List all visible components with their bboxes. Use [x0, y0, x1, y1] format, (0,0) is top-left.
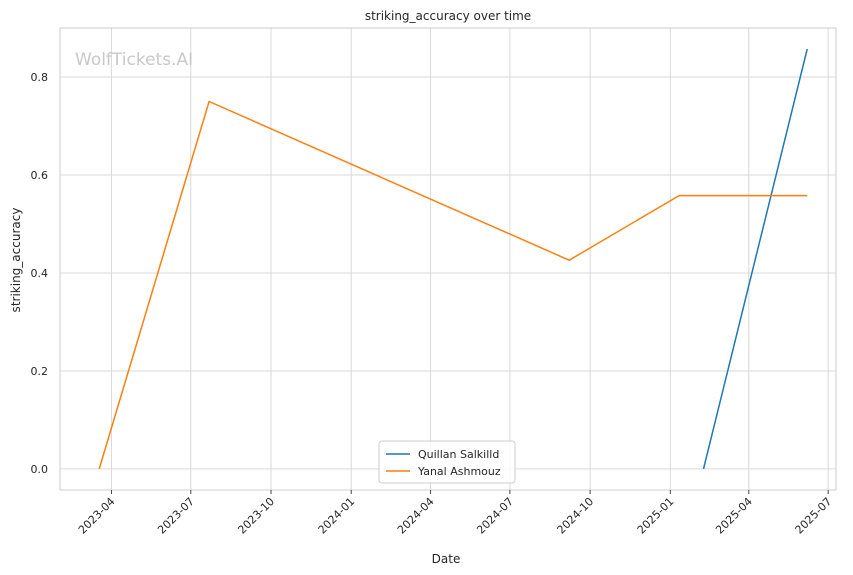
y-axis-label: striking_accuracy [9, 208, 23, 313]
plot-frame [59, 27, 837, 491]
x-axis-label: Date [432, 552, 461, 566]
series-line [98, 100, 808, 470]
y-tick-label: 0.0 [31, 463, 49, 476]
chart-title: striking_accuracy over time [365, 9, 531, 23]
grid [60, 28, 836, 490]
legend-box [378, 440, 516, 484]
y-tick-labels: 0.0 0.2 0.4 0.6 0.8 [31, 71, 49, 476]
legend-label: Quillan Salkilld [418, 448, 499, 461]
watermark: WolfTickets.AI [75, 50, 193, 70]
series-line [702, 48, 808, 470]
y-tick-label: 0.4 [31, 267, 49, 280]
series-lines [98, 48, 808, 470]
y-tick-label: 0.8 [31, 71, 49, 84]
y-tick-label: 0.2 [31, 365, 49, 378]
y-tick-label: 0.6 [31, 169, 49, 182]
legend-label: Yanal Ashmouz [417, 465, 501, 478]
legend: Quillan Salkilld Yanal Ashmouz [378, 440, 516, 484]
